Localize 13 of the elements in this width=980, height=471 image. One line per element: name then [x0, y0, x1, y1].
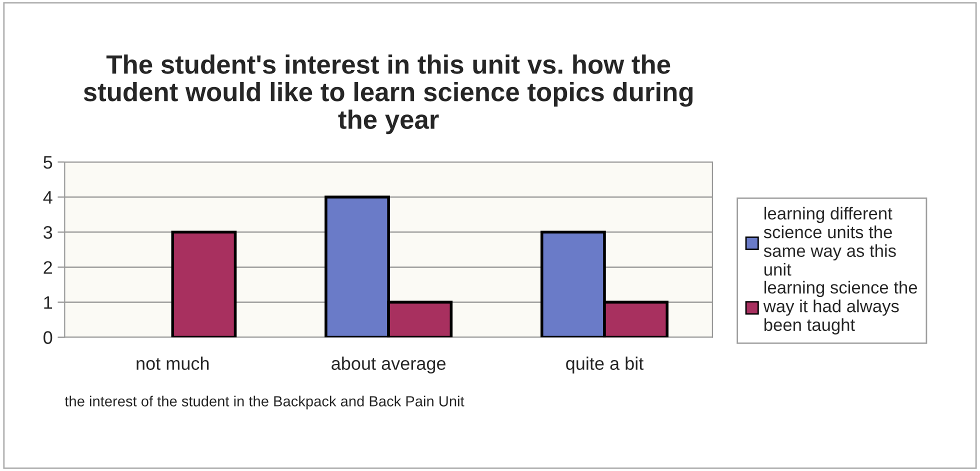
y-tick-label: 0 [44, 331, 52, 344]
chart-title: The student's interest in this unit vs. how the student would like to learn science topics during the year [84, 54, 693, 134]
x-tick-label: quite a bit [566, 356, 644, 374]
y-tick-label: 1 [44, 296, 52, 309]
legend-label: learning science the way it had always been taught [763, 280, 918, 334]
y-tick-label: 5 [44, 156, 52, 169]
x-axis-title: the interest of the student in the Backpack and Back Pain Unit [64, 396, 464, 410]
x-tick-label: not much [136, 356, 209, 370]
x-tick-label: about average [332, 356, 446, 374]
y-tick-label: 2 [44, 261, 52, 274]
bar [171, 230, 237, 338]
y-tick-label: 3 [44, 226, 52, 239]
y-tick-label: 4 [43, 191, 52, 204]
